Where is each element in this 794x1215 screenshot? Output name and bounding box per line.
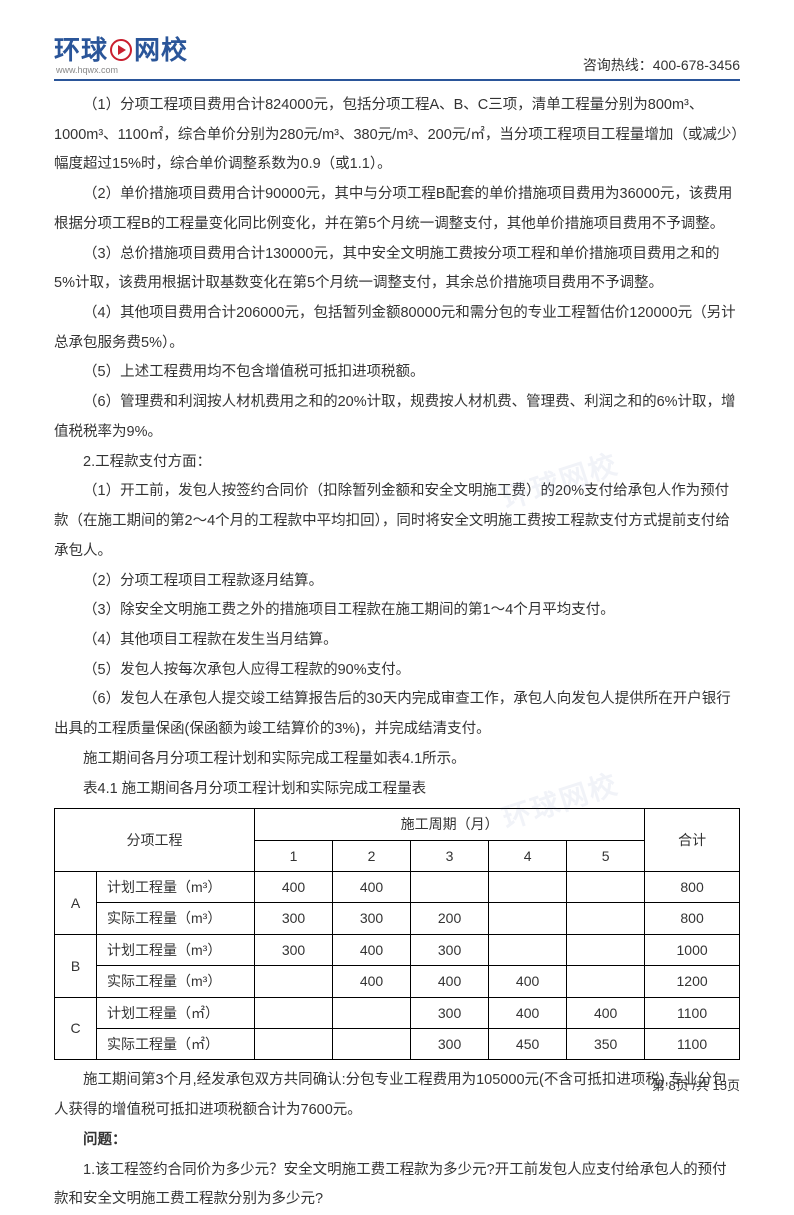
row-name: 计划工程量（m³） (97, 872, 255, 903)
group-label: B (55, 934, 97, 997)
body-paragraph: （3）总价措施项目费用合计130000元，其中安全文明施工费按分项工程和单价措施… (54, 240, 740, 299)
cell-value: 400 (411, 966, 489, 997)
logo-block: 环球 网校 www.hqwx.com (54, 30, 188, 75)
cell-total: 1200 (645, 966, 740, 997)
row-name: 实际工程量（㎡） (97, 1028, 255, 1059)
cell-value: 400 (255, 872, 333, 903)
progress-table: 分项工程 施工周期（月） 合计 12345 A计划工程量（m³）40040080… (54, 808, 740, 1060)
question-paragraph: 1.该工程签约合同价为多少元？安全文明施工费工程款为多少元?开工前发包人应支付给… (54, 1156, 740, 1215)
cell-total: 1100 (645, 1028, 740, 1059)
cell-value: 400 (489, 966, 567, 997)
cell-value (411, 872, 489, 903)
body-paragraph: （2）分项工程项目工程款逐月结算。 (54, 567, 740, 597)
cell-value (489, 903, 567, 934)
logo: 环球 网校 (54, 30, 188, 67)
cell-value: 400 (333, 934, 411, 965)
body-paragraph: （5）上述工程费用均不包含增值税可抵扣进项税额。 (54, 358, 740, 388)
cell-value (489, 872, 567, 903)
th-month: 3 (411, 840, 489, 871)
cell-value (255, 966, 333, 997)
cell-value: 300 (411, 934, 489, 965)
table-row: C计划工程量（㎡）3004004001100 (55, 997, 740, 1028)
cell-value: 300 (255, 934, 333, 965)
body-content: （1）分项工程项目费用合计824000元，包括分项工程A、B、C三项，清单工程量… (54, 91, 740, 1215)
cell-value: 400 (333, 966, 411, 997)
cell-value: 450 (489, 1028, 567, 1059)
th-project: 分项工程 (55, 809, 255, 872)
row-name: 计划工程量（㎡） (97, 997, 255, 1028)
table-row: 实际工程量（m³）300300200800 (55, 903, 740, 934)
th-month: 1 (255, 840, 333, 871)
group-label: A (55, 872, 97, 935)
page-footer: 第 8页 /共 15页 (652, 1075, 740, 1094)
body-paragraph: 施工期间第3个月,经发承包双方共同确认:分包专业工程费用为105000元(不含可… (54, 1066, 740, 1125)
logo-text-1: 环球 (54, 30, 108, 67)
body-paragraph: （5）发包人按每次承包人应得工程款的90%支付。 (54, 656, 740, 686)
cell-total: 800 (645, 903, 740, 934)
body-paragraph: （4）其他项目费用合计206000元，包括暂列金额80000元和需分包的专业工程… (54, 299, 740, 358)
cell-value (567, 903, 645, 934)
cell-value (489, 934, 567, 965)
cell-total: 1000 (645, 934, 740, 965)
th-month: 4 (489, 840, 567, 871)
cell-value: 300 (255, 903, 333, 934)
cell-value: 200 (411, 903, 489, 934)
table-caption: 表4.1 施工期间各月分项工程计划和实际完成工程量表 (54, 775, 740, 805)
row-name: 实际工程量（m³） (97, 903, 255, 934)
body-paragraph: （3）除安全文明施工费之外的措施项目工程款在施工期间的第1～4个月平均支付。 (54, 596, 740, 626)
logo-text-2: 网校 (134, 30, 188, 67)
question-label: 问题： (54, 1126, 740, 1156)
th-month: 5 (567, 840, 645, 871)
row-name: 实际工程量（m³） (97, 966, 255, 997)
body-paragraph: 施工期间各月分项工程计划和实际完成工程量如表4.1所示。 (54, 745, 740, 775)
body-paragraph: （6）发包人在承包人提交竣工结算报告后的30天内完成审查工作，承包人向发包人提供… (54, 685, 740, 744)
table-row: B计划工程量（m³）3004003001000 (55, 934, 740, 965)
cell-value (255, 1028, 333, 1059)
cell-total: 800 (645, 872, 740, 903)
cell-total: 1100 (645, 997, 740, 1028)
cell-value: 400 (489, 997, 567, 1028)
group-label: C (55, 997, 97, 1060)
cell-value (333, 1028, 411, 1059)
body-paragraph: （2）单价措施项目费用合计90000元，其中与分项工程B配套的单价措施项目费用为… (54, 180, 740, 239)
body-paragraph: （1）开工前，发包人按签约合同价（扣除暂列金额和安全文明施工费）的20%支付给承… (54, 477, 740, 566)
cell-value (333, 997, 411, 1028)
row-name: 计划工程量（m³） (97, 934, 255, 965)
table-row: 实际工程量（㎡） 3004503501100 (55, 1028, 740, 1059)
cell-value: 300 (411, 997, 489, 1028)
th-month: 2 (333, 840, 411, 871)
cell-value (567, 934, 645, 965)
body-paragraph: （4）其他项目工程款在发生当月结算。 (54, 626, 740, 656)
body-paragraph: （6）管理费和利润按人材机费用之和的20%计取，规费按人材机费、管理费、利润之和… (54, 388, 740, 447)
page-header: 环球 网校 www.hqwx.com 咨询热线：400-678-3456 (54, 30, 740, 81)
table-row: 实际工程量（m³）4004004001200 (55, 966, 740, 997)
cell-value (567, 872, 645, 903)
cell-value: 300 (411, 1028, 489, 1059)
cell-value: 400 (567, 997, 645, 1028)
body-paragraph: 2.工程款支付方面： (54, 448, 740, 478)
play-icon (110, 39, 132, 61)
cell-value: 400 (333, 872, 411, 903)
hotline: 咨询热线：400-678-3456 (583, 55, 740, 75)
body-paragraph: （1）分项工程项目费用合计824000元，包括分项工程A、B、C三项，清单工程量… (54, 91, 740, 180)
table-row: A计划工程量（m³）400400800 (55, 872, 740, 903)
th-total: 合计 (645, 809, 740, 872)
th-period: 施工周期（月） (255, 809, 645, 840)
cell-value (567, 966, 645, 997)
cell-value (255, 997, 333, 1028)
cell-value: 350 (567, 1028, 645, 1059)
cell-value: 300 (333, 903, 411, 934)
